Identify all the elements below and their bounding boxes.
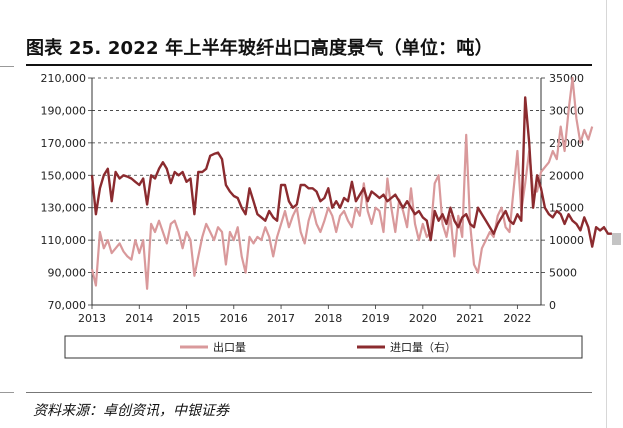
page-divider <box>606 0 607 428</box>
y-left-tick-label: 110,000 <box>41 234 87 247</box>
y-right-tick-label: 5000 <box>549 267 577 280</box>
x-tick-label: 2013 <box>78 312 106 325</box>
legend-label-2: 进口量（右） <box>390 340 456 354</box>
x-tick-label: 2022 <box>503 312 531 325</box>
series-line-2 <box>90 96 612 248</box>
y-right-tick-label: 30000 <box>549 104 584 117</box>
legend-box <box>64 335 583 359</box>
source-note: 资料来源：卓创资讯，中银证券 <box>33 403 229 419</box>
page-edge-mark <box>0 392 14 393</box>
y-left-tick-label: 170,000 <box>41 137 87 150</box>
x-tick-label: 2014 <box>125 312 153 325</box>
x-tick-label: 2017 <box>267 312 295 325</box>
page-edge-mark <box>0 66 14 67</box>
x-tick-label: 2021 <box>456 312 484 325</box>
title-rule <box>26 64 592 66</box>
x-tick-label: 2019 <box>362 312 390 325</box>
x-tick-label: 2016 <box>220 312 248 325</box>
y-left-tick-label: 190,000 <box>41 104 87 117</box>
y-right-tick-label: 15000 <box>549 202 584 215</box>
y-left-tick-label: 150,000 <box>41 169 87 182</box>
x-tick-label: 2015 <box>173 312 201 325</box>
series-line-1 <box>90 76 594 290</box>
y-left-tick-label: 90,000 <box>48 267 87 280</box>
y-left-tick-label: 210,000 <box>41 72 87 85</box>
y-left-tick-label: 70,000 <box>48 299 87 312</box>
y-right-tick-label: 10000 <box>549 234 584 247</box>
y-right-tick-label: 20000 <box>549 169 584 182</box>
y-right-tick-label: 35000 <box>549 72 584 85</box>
scrollbar-thumb[interactable] <box>612 233 621 245</box>
source-rule <box>26 392 592 393</box>
legend-label-1: 出口量 <box>213 340 246 354</box>
x-tick-label: 2020 <box>409 312 437 325</box>
line-chart: 70,000 90,000 110,000 130,000 150,000 170,000… <box>41 72 612 359</box>
x-tick-label: 2018 <box>314 312 342 325</box>
y-left-tick-label: 130,000 <box>41 202 87 215</box>
y-right-tick-label: 0 <box>549 299 556 312</box>
page-title: 图表 25. 2022 年上半年玻纤出口高度景气（单位：吨） <box>26 38 493 59</box>
